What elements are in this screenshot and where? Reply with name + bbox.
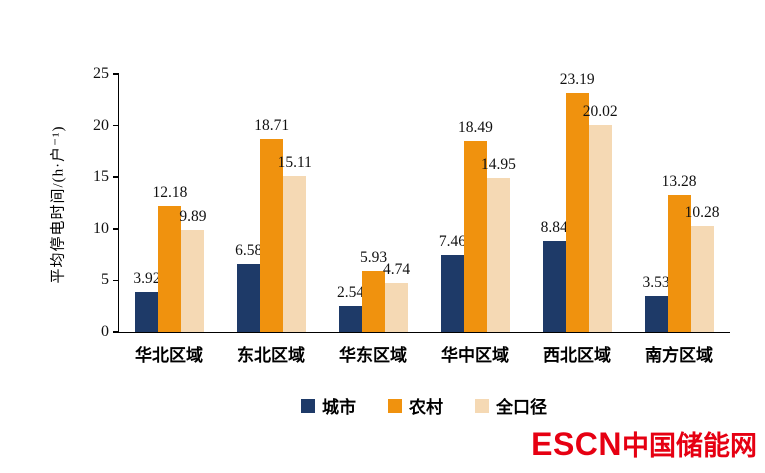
bar-全口径: 4.74: [383, 261, 410, 332]
bar-城市: 7.46: [439, 233, 466, 332]
watermark-brand: ESCN: [531, 426, 622, 462]
bar-城市: 6.58: [235, 242, 262, 332]
plot-area: 3.92 12.18 9.89 6.58 18.71 15.11 2.54 5.93 4.74 7…: [93, 65, 730, 340]
bar-全口径: 9.89: [179, 208, 206, 332]
legend-label: 农村: [409, 398, 443, 417]
legend-label: 城市: [322, 398, 356, 417]
legend-label: 全口径: [496, 398, 547, 417]
y-tick-label: 25: [93, 65, 109, 82]
x-category-label: 西北区域: [543, 346, 611, 365]
bar-农村: 23.19: [560, 71, 595, 332]
bar-group-华北区域: 3.92 12.18 9.89: [133, 184, 206, 332]
legend: 城市 农村 全口径: [118, 393, 730, 418]
bar-group-东北区域: 6.58 18.71 15.11: [235, 117, 312, 332]
y-tick-label: 5: [101, 271, 109, 289]
bar-value-label: 3.92: [133, 269, 161, 287]
bar-value-label: 7.46: [438, 233, 466, 251]
bar-城市: 2.54: [337, 284, 364, 332]
bar-group-南方区域: 3.53 13.28 10.28: [642, 173, 719, 332]
bar-value-label: 18.49: [457, 119, 493, 137]
y-tick-mark: [113, 279, 119, 282]
bar-value-label: 4.74: [383, 261, 411, 279]
legend-item-全口径: 全口径: [475, 393, 547, 418]
bar-农村: 12.18: [152, 184, 187, 332]
bar-group-华东区域: 2.54 5.93 4.74: [337, 249, 410, 332]
bar-groups: 3.92 12.18 9.89 6.58 18.71 15.11 2.54 5.93 4.74 7…: [119, 71, 730, 332]
bar-农村: 18.49: [458, 119, 493, 332]
y-tick-label: 0: [101, 323, 109, 340]
bar-value-label: 5.93: [360, 248, 388, 266]
bar-全口径: 14.95: [481, 156, 516, 332]
watermark: ESCN 中国储能网: [531, 424, 757, 463]
bar-value-label: 20.02: [582, 103, 618, 121]
bar-group-西北区域: 8.84 23.19 20.02: [541, 71, 618, 332]
y-tick-label: 20: [93, 116, 109, 134]
x-category-label: 华北区域: [135, 346, 203, 365]
bar-value-label: 3.53: [642, 273, 670, 291]
y-tick-mark: [113, 176, 119, 178]
y-tick-mark: [113, 124, 119, 127]
bar-value-label: 14.95: [480, 155, 516, 173]
bar-value-label: 6.58: [235, 242, 263, 260]
legend-swatch-icon: [475, 398, 489, 413]
legend-item-农村: 农村: [388, 393, 443, 418]
watermark-site: 中国储能网: [622, 431, 757, 461]
y-axis-title: 平均停电时间/(h·户⁻¹): [50, 124, 67, 284]
legend-swatch-icon: [388, 398, 402, 413]
bar-全口径: 20.02: [583, 103, 618, 332]
bar-城市: 8.84: [541, 219, 568, 332]
bar-全口径: 10.28: [685, 204, 719, 332]
bar-group-华中区域: 7.46 18.49 14.95: [439, 119, 516, 332]
x-category-label: 华中区域: [441, 346, 509, 365]
legend-item-城市: 城市: [301, 393, 356, 418]
y-tick-mark: [113, 73, 119, 75]
bar-全口径: 15.11: [278, 154, 312, 332]
x-category-label: 东北区域: [237, 346, 305, 365]
bar-value-label: 8.84: [540, 218, 568, 236]
bar-value-label: 2.54: [337, 283, 365, 301]
bar-value-label: 12.18: [152, 184, 188, 202]
y-tick-label: 15: [93, 168, 109, 186]
y-tick-mark: [113, 228, 119, 230]
bar-农村: 13.28: [662, 173, 696, 332]
bar-value-label: 23.19: [559, 70, 595, 88]
y-tick-label: 10: [93, 219, 109, 237]
x-axis-category-labels: 华北区域 东北区域 华东区域 华中区域 西北区域 南方区域: [118, 341, 730, 366]
x-category-label: 南方区域: [645, 346, 713, 365]
bar-value-label: 15.11: [277, 154, 312, 172]
bar-value-label: 9.89: [179, 207, 207, 225]
bar-value-label: 18.71: [254, 116, 290, 134]
bar-城市: 3.92: [133, 270, 160, 332]
bar-value-label: 10.28: [684, 203, 720, 221]
bar-农村: 18.71: [254, 117, 289, 332]
bar-农村: 5.93: [360, 249, 387, 332]
bar-城市: 3.53: [642, 274, 670, 332]
legend-swatch-icon: [301, 398, 315, 413]
x-category-label: 华东区域: [339, 346, 407, 365]
y-axis-title-wrap: 平均停电时间/(h·户⁻¹): [42, 75, 72, 333]
y-tick-mark: [113, 331, 119, 333]
bar-value-label: 13.28: [661, 172, 697, 190]
